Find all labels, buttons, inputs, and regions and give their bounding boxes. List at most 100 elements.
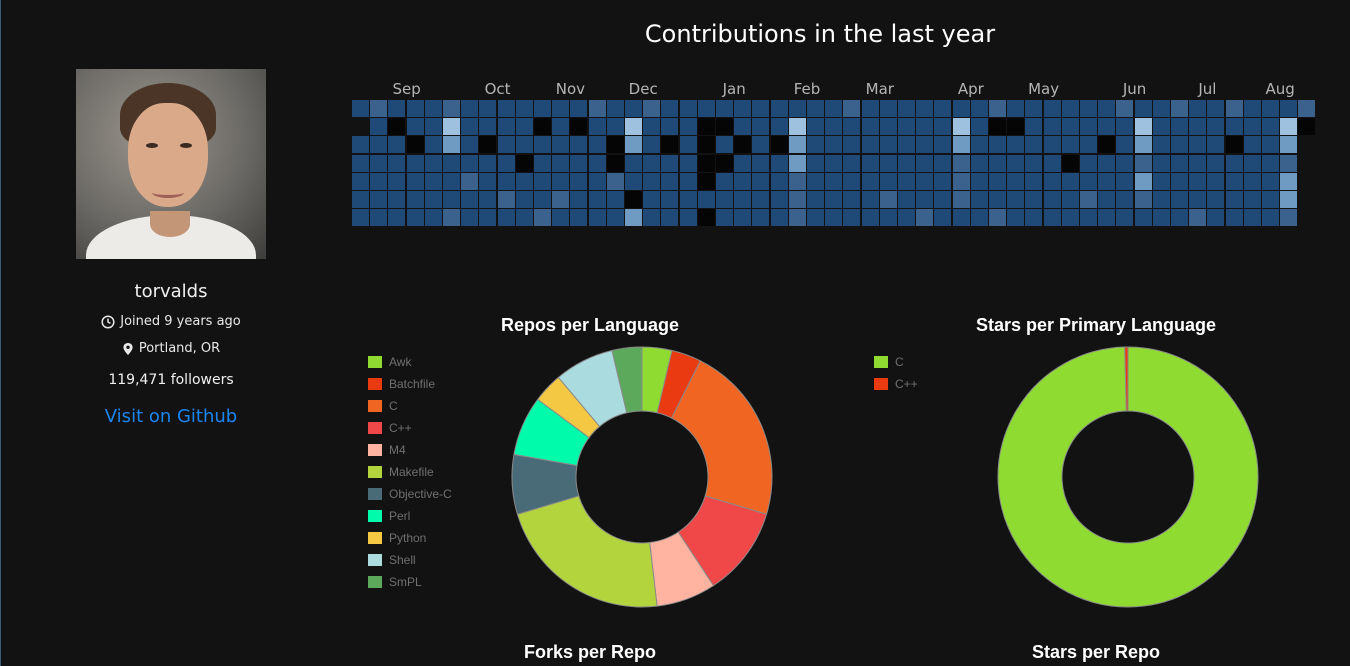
followers-count: 119,471 followers [108,372,234,388]
contribution-day-cell [770,118,788,136]
contribution-day-cell [807,136,824,154]
legend-item[interactable]: Objective-C [368,483,452,505]
contribution-day-cell [952,100,970,117]
contribution-day-cell [1152,118,1170,136]
contribution-day-cell [370,154,388,172]
contribution-day-cell [952,191,970,208]
legend-label: SmPL [389,575,422,589]
contribution-day-cell [970,191,988,208]
legend-swatch [368,488,382,500]
legend-item[interactable]: Shell [368,549,452,571]
contribution-day-cell [1171,118,1188,136]
contribution-day-cell [1025,209,1043,227]
contribution-day-cell [861,118,879,136]
contribution-day-cell [515,118,533,136]
contribution-day-cell [1098,100,1116,117]
legend-item[interactable]: C++ [368,417,452,439]
contribution-day-cell [625,191,642,208]
contribution-day-cell [443,172,460,190]
contribution-day-cell [497,191,515,208]
contribution-day-cell [825,209,843,227]
contribution-day-cell [625,172,642,190]
visit-github-link[interactable]: Visit on Github [104,406,238,427]
contribution-day-cell [1080,100,1097,117]
contribution-day-cell [479,209,497,227]
contribution-day-cell [752,136,770,154]
contribution-day-cell [370,136,388,154]
contribution-day-cell [406,209,424,227]
contribution-day-cell [1207,209,1225,227]
contribution-day-cell [625,118,642,136]
contribution-day-cell [1134,118,1152,136]
contribution-day-cell [716,118,733,136]
contribution-day-cell [1171,191,1188,208]
contribution-day-cell [734,172,752,190]
contribution-day-cell [1061,172,1079,190]
slice-makefile[interactable] [516,495,658,608]
contribution-day-cell [1280,154,1298,172]
repos-language-legend: Awk Batchfile C C++ M4 Makefile Objective-C Per… [368,351,452,593]
slice-smpl[interactable] [611,346,643,414]
legend-item[interactable]: C++ [874,373,918,395]
contribution-day-cell [916,136,934,154]
contribution-day-cell [661,154,679,172]
contribution-day-cell [1098,118,1116,136]
contribution-day-cell [1043,118,1061,136]
contribution-day-cell [625,209,642,227]
slice-c[interactable] [670,360,773,515]
contribution-day-cell [1007,100,1025,117]
contribution-day-cell [752,100,770,117]
contribution-day-cell [1134,136,1152,154]
slice-c-[interactable] [1124,346,1129,412]
legend-item[interactable]: Awk [368,351,452,373]
contribution-day-cell [1225,172,1243,190]
month-label: Jun [1122,80,1147,98]
contribution-day-cell [461,136,479,154]
slice-c[interactable] [997,346,1259,608]
contribution-day-cell [1189,209,1207,227]
contribution-day-cell [461,154,479,172]
contribution-day-cell [1171,136,1188,154]
contribution-day-cell [916,209,934,227]
contribution-day-cell [1262,191,1279,208]
contribution-day-cell [643,100,661,117]
contribution-day-cell [916,191,934,208]
contribution-day-cell [1025,100,1043,117]
contribution-day-cell [461,172,479,190]
contribution-day-cell [1243,100,1261,117]
contribution-day-cell [734,136,752,154]
contribution-day-cell [606,100,624,117]
legend-item[interactable]: SmPL [368,571,452,593]
contribution-day-cell [1061,100,1079,117]
month-label: Mar [865,80,894,98]
contribution-day-cell [1152,100,1170,117]
contribution-day-cell [825,136,843,154]
contribution-day-cell [734,118,752,136]
legend-item[interactable]: Batchfile [368,373,452,395]
legend-item[interactable]: M4 [368,439,452,461]
contribution-day-cell [716,191,733,208]
month-label: Sep [392,80,421,98]
contribution-day-cell [552,191,570,208]
legend-label: Shell [389,553,416,567]
contribution-day-cell [1061,136,1079,154]
contribution-day-cell [1262,118,1279,136]
legend-item[interactable]: Makefile [368,461,452,483]
legend-item[interactable]: Python [368,527,452,549]
contribution-day-cell [497,136,515,154]
contribution-day-cell [861,191,879,208]
contribution-day-cell [879,172,897,190]
contribution-day-cell [989,118,1006,136]
clock-icon [101,314,115,329]
contribution-day-cell [770,136,788,154]
legend-item[interactable]: C [368,395,452,417]
contribution-day-cell [643,172,661,190]
legend-swatch [368,554,382,566]
contribution-day-cell [752,209,770,227]
contribution-day-cell [916,172,934,190]
contribution-day-cell [588,100,606,117]
contribution-day-cell [1080,154,1097,172]
legend-item[interactable]: C [874,351,918,373]
contribution-day-cell [606,154,624,172]
legend-item[interactable]: Perl [368,505,452,527]
